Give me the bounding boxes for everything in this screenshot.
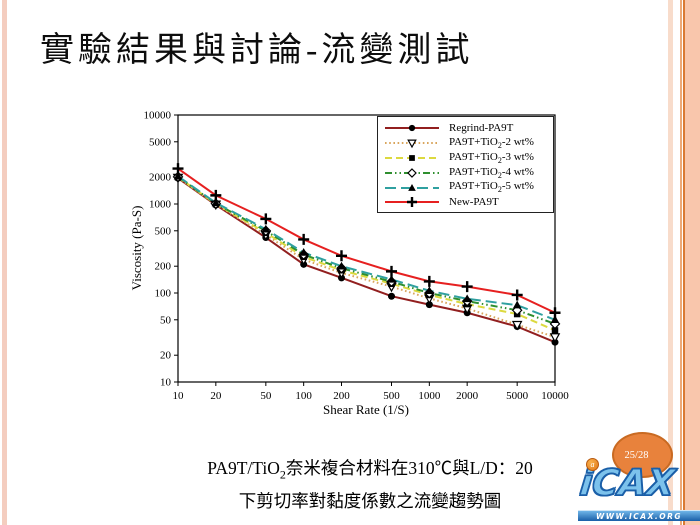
- svg-text:50: 50: [160, 314, 172, 326]
- right-edge-stripe-light: [668, 0, 673, 525]
- svg-text:10000: 10000: [541, 390, 569, 402]
- svg-text:20: 20: [160, 350, 172, 362]
- svg-text:500: 500: [155, 225, 172, 237]
- right-edge-stripe-band: [685, 0, 700, 525]
- right-edge-stripe-line-1: [680, 0, 682, 525]
- legend-key-icon: [385, 183, 439, 191]
- legend-label: Regrind-PA9T: [449, 122, 514, 135]
- legend-item: PA9T+TiO2-3 wt%: [384, 151, 553, 166]
- svg-text:10: 10: [173, 390, 185, 402]
- logo-orange-ball-icon: a: [586, 458, 599, 471]
- series-markers-new-pa9t: [172, 163, 561, 319]
- page-number-badge: 25/28: [612, 432, 673, 478]
- series-line-pa9t-tio2-5-wt-: [177, 175, 556, 321]
- y-axis-title: Viscosity (Pa-S): [129, 205, 144, 291]
- icax-logo: iCAX a WWW.ICAX.ORG: [577, 458, 700, 522]
- chart-caption: PA9T/TiO2奈米複合材料在310℃與L/D：20 下剪切率對黏度係數之流變…: [45, 455, 695, 514]
- legend-key-icon: [385, 167, 439, 178]
- right-edge-stripe-line-2: [683, 0, 685, 525]
- svg-text:5000: 5000: [506, 390, 529, 402]
- caption-line2: 下剪切率對黏度係數之流變趨勢圖: [238, 490, 502, 511]
- svg-text:20: 20: [210, 390, 222, 402]
- legend-label: New-PA9T: [449, 196, 499, 209]
- chart-legend: Regrind-PA9T PA9T+TiO2-2 wt% PA9T+TiO2-3 w…: [377, 116, 554, 213]
- series-line-regrind-pa9t: [177, 177, 556, 344]
- legend-label: PA9T+TiO2-4 wt%: [449, 165, 534, 180]
- svg-text:1000: 1000: [149, 199, 172, 211]
- legend-key-icon: [385, 125, 439, 132]
- logo-wordmark: iCAX: [577, 462, 677, 505]
- svg-text:1000: 1000: [418, 390, 441, 402]
- logo-banner: WWW.ICAX.ORG: [578, 510, 700, 521]
- left-edge-stripe: [2, 0, 7, 525]
- svg-text:10: 10: [160, 377, 172, 389]
- svg-text:5000: 5000: [149, 136, 172, 148]
- legend-item: New-PA9T: [384, 195, 553, 210]
- svg-text:10000: 10000: [144, 110, 172, 122]
- svg-text:200: 200: [155, 261, 172, 273]
- plot-frame: [177, 114, 556, 383]
- caption-line1: PA9T/TiO2奈米複合材料在310℃與L/D：20: [207, 458, 533, 482]
- svg-text:200: 200: [333, 390, 350, 402]
- legend-label: PA9T+TiO2-2 wt%: [449, 136, 534, 151]
- svg-text:500: 500: [383, 390, 400, 402]
- x-axis-title: Shear Rate (1/S): [323, 402, 409, 417]
- legend-key-icon: [385, 139, 439, 149]
- series-line-new-pa9t: [177, 167, 556, 314]
- legend-key-icon: [385, 155, 439, 161]
- series-markers-pa9t-tio2-5-wt-: [173, 171, 560, 324]
- svg-text:2000: 2000: [456, 390, 479, 402]
- legend-item: PA9T+TiO2-4 wt%: [384, 165, 553, 180]
- legend-item: Regrind-PA9T: [384, 121, 553, 136]
- series-line-pa9t-tio2-2-wt-: [177, 176, 556, 338]
- legend-item: PA9T+TiO2-2 wt%: [384, 136, 553, 151]
- slide-title: 實驗結果與討論-流變測試: [40, 32, 474, 69]
- legend-key-icon: [385, 197, 439, 208]
- series-line-pa9t-tio2-4-wt-: [177, 176, 556, 325]
- series-line-pa9t-tio2-3-wt-: [177, 176, 556, 332]
- legend-label: PA9T+TiO2-5 wt%: [449, 180, 534, 195]
- svg-text:100: 100: [295, 390, 312, 402]
- svg-text:100: 100: [155, 288, 172, 300]
- page-number-label: 25/28: [624, 449, 649, 461]
- x-axis-ticks: 10 20 50 100 200 500 1000 2000 5000 10000: [173, 382, 569, 402]
- svg-text:2000: 2000: [149, 172, 172, 184]
- y-axis-ticks: 10 20 50 100 200 500 1000 2000 5000 10000: [144, 110, 178, 389]
- legend-item: PA9T+TiO2-5 wt%: [384, 180, 553, 195]
- svg-text:50: 50: [260, 390, 272, 402]
- legend-label: PA9T+TiO2-3 wt%: [449, 150, 534, 166]
